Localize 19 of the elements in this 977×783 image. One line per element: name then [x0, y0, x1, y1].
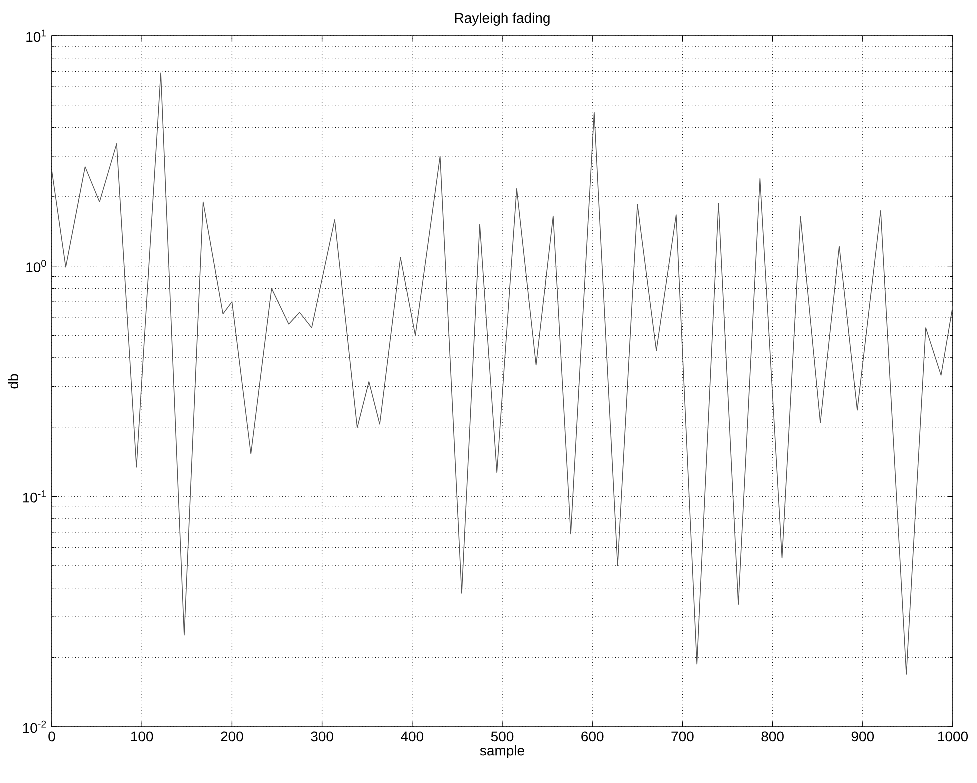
x-tick-label: 600: [582, 732, 604, 742]
chart-title: Rayleigh fading: [455, 12, 550, 26]
y-tick-label: 10$^{1}$: [26, 30, 46, 42]
y-tick-label: 10$^{-1}$: [23, 490, 46, 503]
x-tick-label: 400: [401, 732, 424, 742]
x-tick-label: 300: [311, 732, 334, 742]
x-tick-label: 0: [48, 732, 56, 742]
x-tick-label: 100: [131, 732, 154, 742]
x-axis-title: sample: [480, 745, 524, 758]
y-axis-title: db: [8, 374, 19, 389]
x-tick-label: 800: [762, 732, 784, 742]
x-tick-label: 1000: [938, 732, 968, 742]
x-tick-label: 200: [221, 732, 244, 742]
x-tick-label: 500: [491, 732, 514, 742]
y-tick-label: 10$^{0}$: [26, 260, 46, 272]
line-series: [52, 72, 954, 675]
x-tick-label: 700: [672, 732, 694, 742]
x-tick-label: 900: [852, 732, 874, 742]
y-tick-label: 10$^{-2}$: [23, 720, 46, 734]
